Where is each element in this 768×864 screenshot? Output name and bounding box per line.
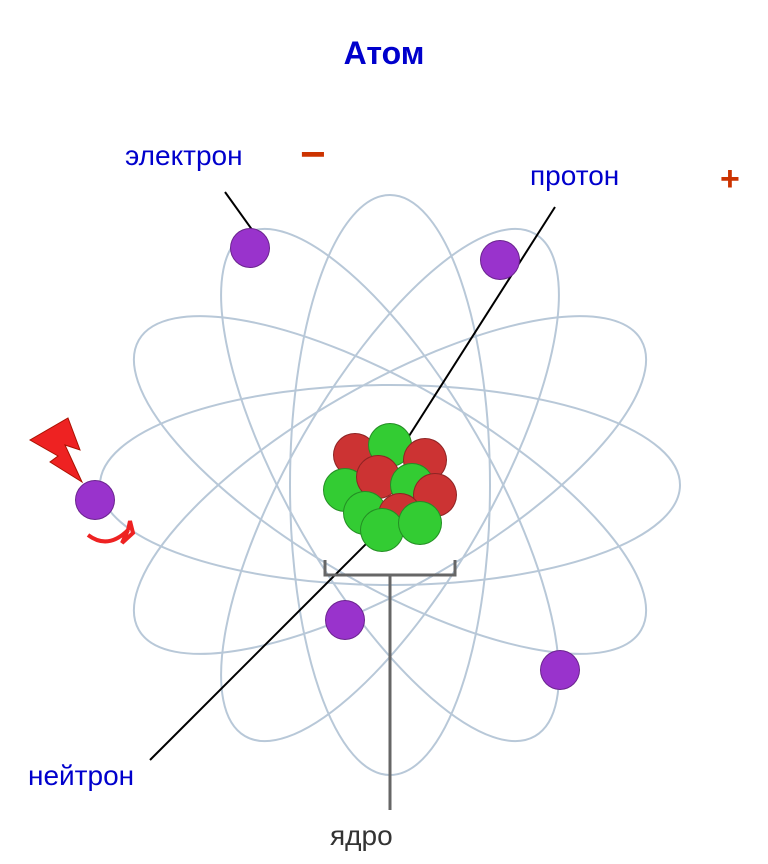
electron-particle — [75, 480, 115, 520]
proton-particle — [360, 508, 404, 552]
electron-particle — [540, 650, 580, 690]
electron-particle — [325, 600, 365, 640]
electron-particle — [480, 240, 520, 280]
proton-particle — [398, 501, 442, 545]
electron-particle — [230, 228, 270, 268]
rotation-arrow-icon — [88, 521, 133, 543]
atom-diagram — [0, 0, 768, 864]
arrow-icon — [30, 418, 82, 482]
